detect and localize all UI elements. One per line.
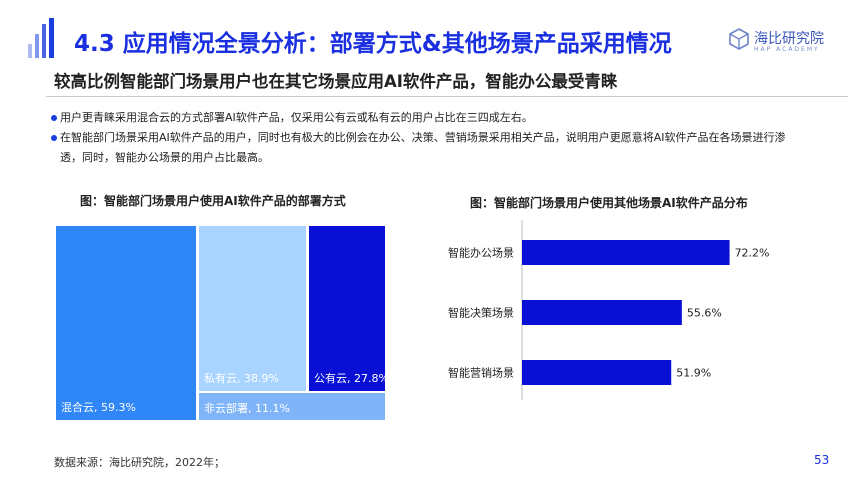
bullet-text: 透，同时，智能办公场景的用户占比最高。 xyxy=(60,151,269,164)
treemap-label: 混合云, 59.3% xyxy=(61,401,136,414)
category-label: 智能决策场景 xyxy=(448,306,514,320)
divider xyxy=(46,96,848,97)
page-title: 4.3 应用情况全景分析：部署方式&其他场景产品采用情况 xyxy=(74,31,672,57)
value-label: 51.9% xyxy=(676,367,711,380)
bar xyxy=(522,300,682,325)
bar xyxy=(522,240,730,265)
left-chart-caption: 图：智能部门场景用户使用AI软件产品的部署方式 xyxy=(80,194,346,208)
treemap-label: 公有云, 27.8% xyxy=(314,372,389,385)
cube-logo-icon xyxy=(729,28,749,50)
treemap-label: 私有云, 38.9% xyxy=(204,372,279,385)
page-number: 53 xyxy=(814,453,830,467)
bullet-text: 在智能部门场景采用AI软件产品的用户，同时也有极大的比例会在办公、决策、营销场景… xyxy=(60,131,786,144)
title-decoration xyxy=(28,18,68,58)
data-source: 数据来源：海比研究院，2022年； xyxy=(54,456,225,469)
subheading: 较高比例智能部门场景用户也在其它场景应用AI软件产品，智能办公最受青睐 xyxy=(54,72,618,91)
right-chart-caption: 图：智能部门场景用户使用其他场景AI软件产品分布 xyxy=(470,196,748,210)
treemap-non-cloud: 非云部署, 11.1% xyxy=(199,393,385,420)
bullet-item-continuation: 透，同时，智能办公场景的用户占比最高。 xyxy=(60,148,820,168)
treemap-private-cloud: 私有云, 38.9% xyxy=(199,226,306,391)
bullet-item: 用户更青睐采用混合云的方式部署AI软件产品，仅采用公有云或私有云的用户占比在三四… xyxy=(51,108,820,128)
bullet-text: 用户更青睐采用混合云的方式部署AI软件产品，仅采用公有云或私有云的用户占比在三四… xyxy=(60,111,533,124)
scene-distribution-bar-chart: 智能办公场景 72.2% 智能决策场景 55.6% 智能营销场景 51.9% xyxy=(448,220,770,400)
bullet-item: 在智能部门场景采用AI软件产品的用户，同时也有极大的比例会在办公、决策、营销场景… xyxy=(51,128,820,148)
treemap-hybrid-cloud: 混合云, 59.3% xyxy=(56,226,196,420)
value-label: 55.6% xyxy=(687,307,722,320)
treemap-public-cloud: 公有云, 27.8% xyxy=(309,226,389,391)
logo-name: 海比研究院 xyxy=(754,31,824,47)
bullet-dot-icon xyxy=(51,135,57,141)
category-label: 智能营销场景 xyxy=(448,366,514,380)
value-label: 72.2% xyxy=(735,247,770,260)
bar xyxy=(522,360,672,385)
category-label: 智能办公场景 xyxy=(448,246,514,260)
treemap-label: 非云部署, 11.1% xyxy=(204,402,290,415)
logo: 海比研究院 HAP ACADEMY xyxy=(728,24,838,58)
bullet-dot-icon xyxy=(51,115,57,121)
bullet-list: 用户更青睐采用混合云的方式部署AI软件产品，仅采用公有云或私有云的用户占比在三四… xyxy=(51,108,820,168)
logo-subtitle: HAP ACADEMY xyxy=(754,46,820,53)
